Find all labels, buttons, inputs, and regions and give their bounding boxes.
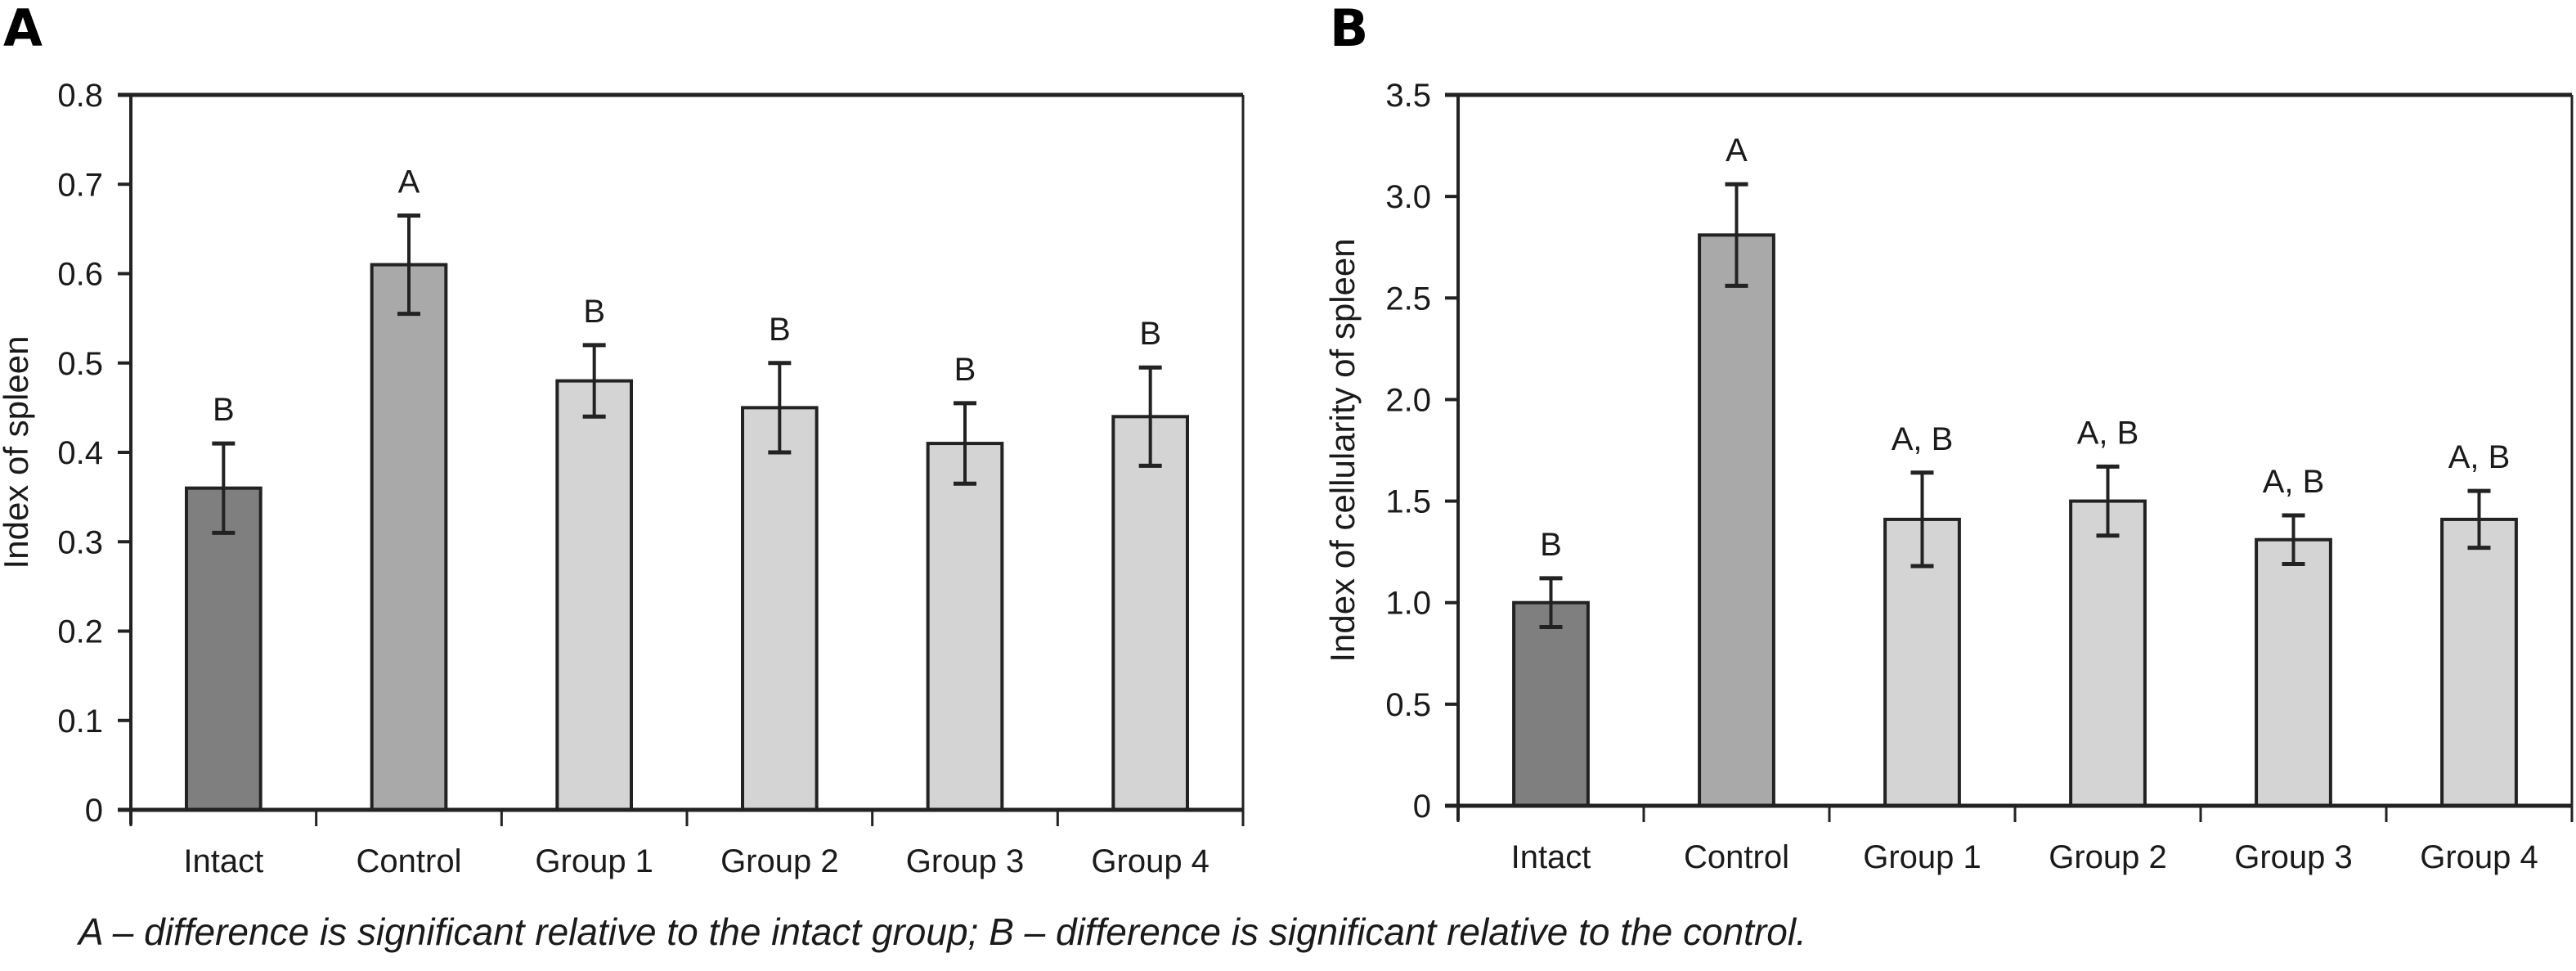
significance-label: A, B <box>1892 421 1954 457</box>
x-tick-label: Group 4 <box>2420 839 2538 875</box>
x-tick-label: Group 1 <box>1863 839 1981 875</box>
significance-label: A <box>398 164 420 200</box>
y-axis-title: Index of spleen <box>0 336 35 569</box>
significance-label: B <box>954 352 976 388</box>
y-tick-label: 0.8 <box>57 78 103 114</box>
y-tick-label: 0.6 <box>57 257 103 293</box>
y-tick-label: 1.5 <box>1385 484 1431 520</box>
bar-intact <box>185 486 263 811</box>
bar-group-3 <box>2255 537 2332 807</box>
x-tick-label: Control <box>1684 839 1789 875</box>
panel-b: B B Intact A Control A, B Group 1 A, B Group 2 A… <box>1323 0 2574 875</box>
y-tick-label: 0.7 <box>57 167 103 203</box>
x-tick-label: Group 1 <box>535 843 653 879</box>
bar-group-4 <box>2440 517 2518 807</box>
bar-group-2 <box>741 406 819 811</box>
y-tick-label: 0 <box>1413 789 1431 825</box>
y-tick-label: 1.0 <box>1385 586 1431 622</box>
y-axis-title: Index of cellularity of spleen <box>1323 238 1362 662</box>
bar-group-2 <box>2069 499 2147 807</box>
x-tick-label: Group 3 <box>906 843 1025 879</box>
panel-b-letter: B <box>1330 0 1368 58</box>
figure-caption: A – difference is significant relative t… <box>79 910 1806 953</box>
bar-control <box>1698 233 1775 807</box>
y-tick-label: 0.2 <box>57 614 103 650</box>
x-tick-label: Group 2 <box>2049 839 2167 875</box>
significance-label: B <box>769 312 791 348</box>
significance-label: B <box>1540 527 1562 563</box>
y-tick-label: 2.5 <box>1385 281 1431 317</box>
panel-a: A B Intact A Control B Group 1 B Group 2 B Group … <box>0 0 1245 879</box>
y-tick-label: 0.1 <box>57 704 103 739</box>
bar-intact <box>1512 600 1590 808</box>
y-tick-label: 0.5 <box>57 346 103 382</box>
significance-label: B <box>213 392 235 428</box>
bar-group-4 <box>1111 415 1190 811</box>
y-tick-label: 0.4 <box>57 435 103 471</box>
y-tick-label: 0 <box>85 793 103 829</box>
panel-a-letter: A <box>3 0 43 58</box>
x-tick-label: Group 3 <box>2234 839 2353 875</box>
significance-label: A, B <box>2448 439 2511 475</box>
y-tick-label: 0.3 <box>57 524 103 560</box>
significance-label: A <box>1726 133 1748 169</box>
x-tick-label: Intact <box>1511 839 1591 875</box>
x-tick-label: Group 2 <box>720 843 839 879</box>
x-tick-label: Intact <box>183 843 263 879</box>
bar-group-1 <box>555 379 633 812</box>
y-tick-label: 0.5 <box>1385 687 1431 723</box>
y-tick-label: 2.0 <box>1385 382 1431 418</box>
bar-group-3 <box>926 442 1004 811</box>
bar-control <box>370 263 448 811</box>
significance-label: B <box>583 294 605 330</box>
significance-label: A, B <box>2263 464 2325 500</box>
x-tick-label: Control <box>357 843 462 879</box>
significance-label: B <box>1139 316 1161 352</box>
x-tick-label: Group 4 <box>1091 843 1209 879</box>
y-tick-label: 3.0 <box>1385 179 1431 215</box>
significance-label: A, B <box>2077 415 2139 451</box>
y-tick-label: 3.5 <box>1385 78 1431 114</box>
